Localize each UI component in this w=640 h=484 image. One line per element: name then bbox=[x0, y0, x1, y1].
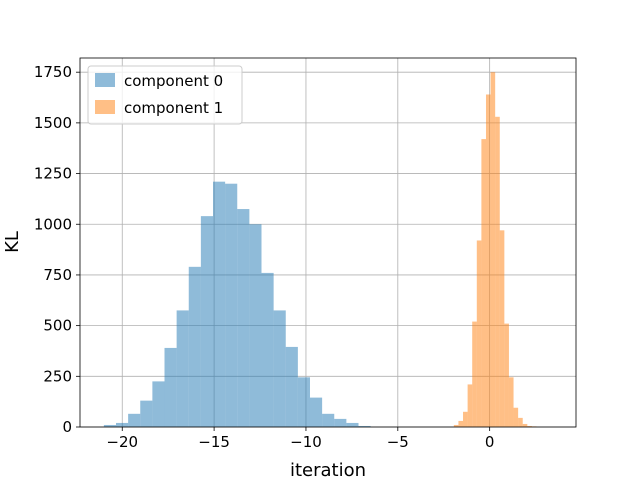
histogram-bar bbox=[285, 346, 298, 427]
x-tick-label: −15 bbox=[198, 433, 230, 451]
y-axis-ticks: 0 250 500 750 1000 1250 1500 1750 bbox=[34, 63, 80, 436]
y-tick-label: 1000 bbox=[34, 215, 72, 233]
histogram-bar bbox=[152, 381, 165, 427]
histogram-bar bbox=[273, 310, 286, 427]
histogram-bar bbox=[261, 272, 274, 427]
x-axis-ticks: −20 −15 −10 −5 0 bbox=[106, 427, 494, 451]
histogram-bar bbox=[463, 411, 468, 427]
histogram-bar bbox=[116, 422, 129, 427]
histogram-bar bbox=[309, 397, 323, 427]
histogram-bar bbox=[504, 323, 509, 427]
y-tick-label: 1250 bbox=[34, 165, 72, 183]
x-tick-label: −10 bbox=[290, 433, 322, 451]
histogram-bar bbox=[128, 413, 141, 427]
x-tick-label: 0 bbox=[485, 433, 495, 451]
histogram-bar bbox=[485, 94, 491, 427]
y-tick-label: 750 bbox=[43, 266, 72, 284]
y-tick-label: 500 bbox=[43, 317, 72, 335]
legend-label-component-0: component 0 bbox=[124, 72, 223, 90]
histogram-bar bbox=[164, 347, 177, 427]
y-tick-label: 1500 bbox=[34, 114, 72, 132]
histogram-bar bbox=[103, 424, 117, 427]
y-tick-label: 1750 bbox=[34, 63, 72, 81]
histogram-bar bbox=[522, 423, 528, 427]
x-tick-label: −5 bbox=[387, 433, 409, 451]
x-tick-label: −20 bbox=[106, 433, 138, 451]
histogram-bar bbox=[472, 321, 477, 427]
histogram-bar bbox=[358, 425, 371, 427]
histogram-bar bbox=[518, 417, 523, 427]
histogram-bar bbox=[237, 209, 250, 427]
histogram-bar bbox=[213, 181, 226, 427]
histogram-bar bbox=[495, 116, 500, 428]
histogram-bar bbox=[458, 420, 464, 427]
series-component-0 bbox=[103, 181, 371, 427]
histogram-bar bbox=[453, 424, 459, 427]
histogram-bar bbox=[200, 216, 214, 427]
histogram-bar bbox=[334, 418, 347, 427]
histogram-bar bbox=[188, 266, 201, 427]
histogram-bar bbox=[467, 384, 473, 427]
histogram-bar bbox=[176, 310, 189, 427]
y-tick-label: 250 bbox=[43, 367, 72, 385]
histogram-bar bbox=[513, 407, 519, 427]
x-axis-label: iteration bbox=[290, 460, 366, 480]
histogram-bar bbox=[249, 224, 262, 427]
legend-box bbox=[87, 65, 243, 125]
histogram-bar bbox=[490, 72, 496, 427]
plot-frame bbox=[79, 57, 577, 428]
histogram-bar bbox=[481, 139, 486, 427]
legend-swatch-component-0 bbox=[95, 73, 115, 87]
histogram-bar bbox=[499, 230, 505, 427]
y-tick-label: 0 bbox=[62, 418, 72, 436]
y-axis-label: KL bbox=[2, 231, 23, 253]
histogram-bar bbox=[225, 183, 238, 427]
histogram-bar bbox=[297, 377, 310, 427]
legend: component 0 component 1 bbox=[87, 65, 243, 125]
histogram-bar bbox=[476, 240, 482, 427]
histogram-bar bbox=[508, 377, 514, 427]
legend-swatch-component-1 bbox=[95, 100, 115, 114]
legend-label-component-1: component 1 bbox=[124, 99, 223, 117]
histogram-bar bbox=[140, 400, 153, 427]
histogram-bar bbox=[346, 422, 359, 427]
histogram-bar bbox=[322, 413, 335, 427]
bars-layer bbox=[103, 72, 537, 428]
series-component-1 bbox=[453, 72, 537, 428]
histogram-bar bbox=[527, 425, 532, 427]
